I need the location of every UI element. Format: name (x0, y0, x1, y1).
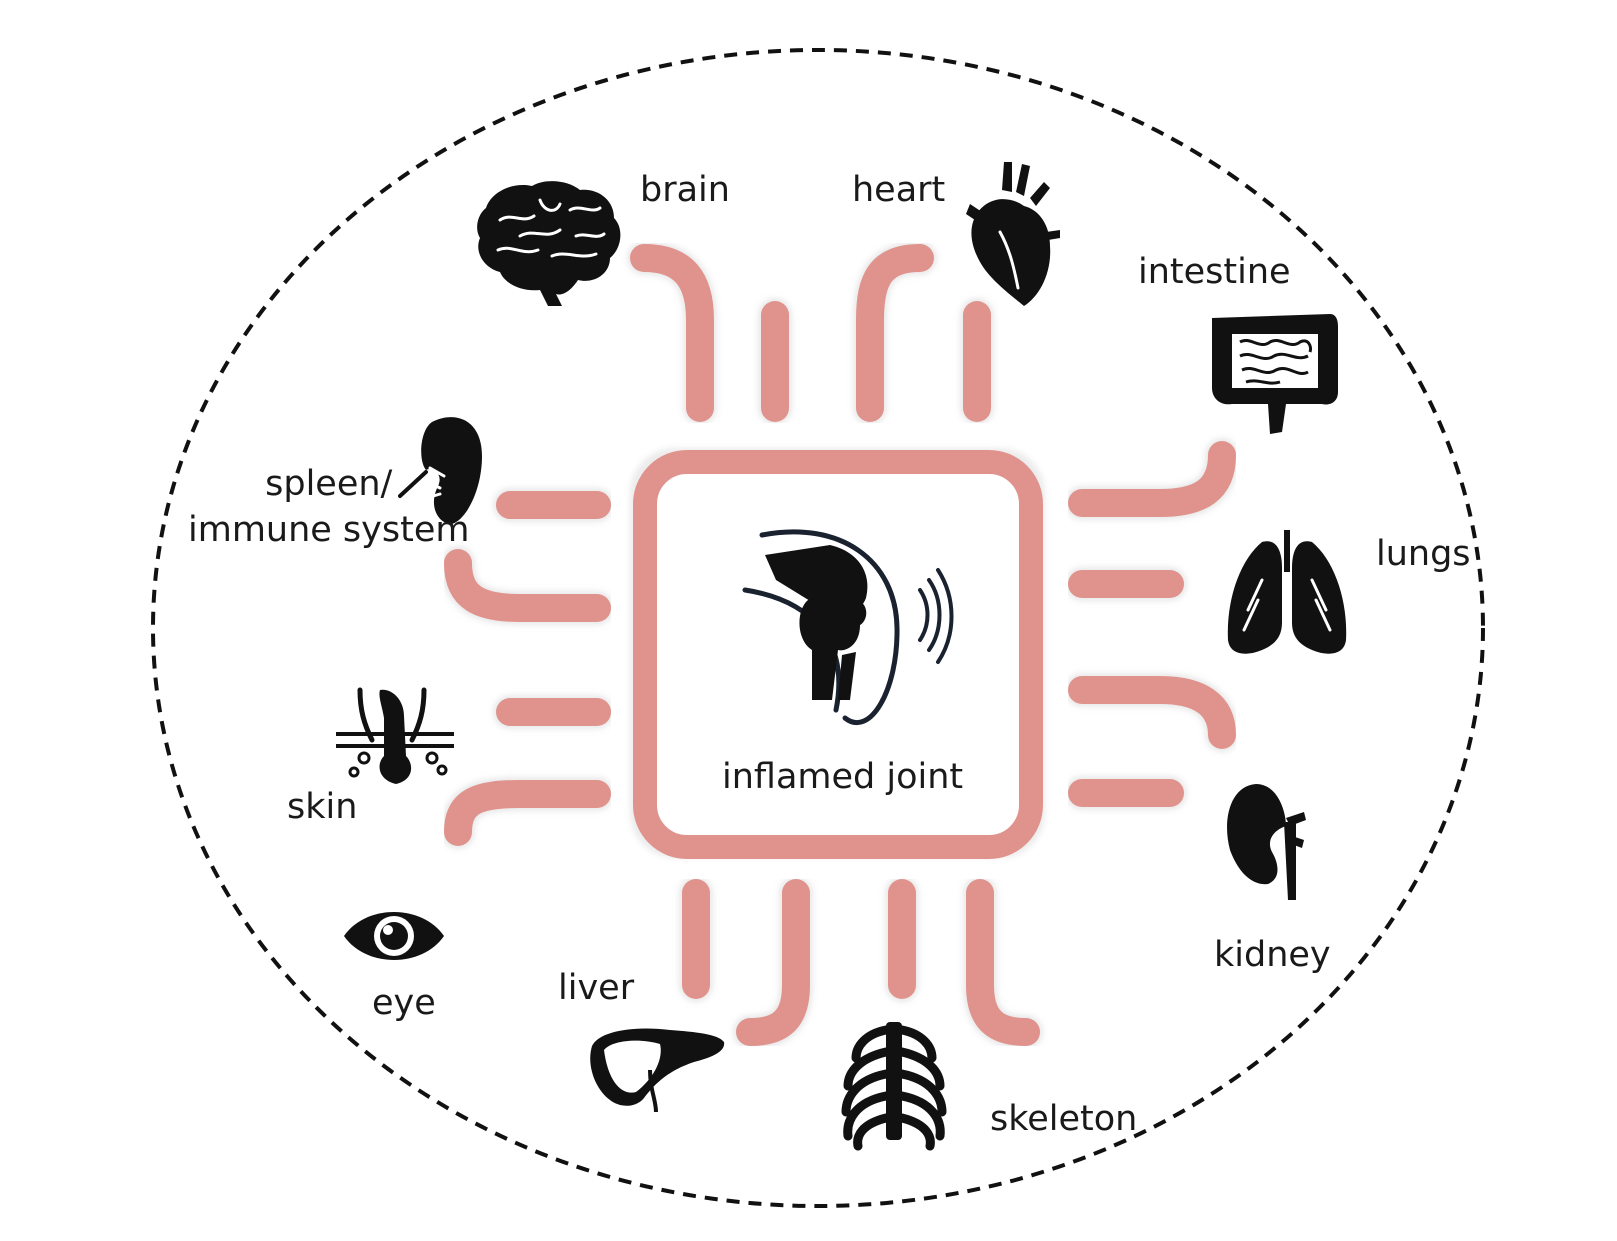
connector-left-4 (444, 780, 611, 846)
lungs-label: lungs (1376, 534, 1471, 574)
knee-joint-icon (742, 529, 954, 726)
connector-pins (441, 241, 1239, 1049)
skin-hair-icon (336, 687, 454, 784)
liver-label: liver (558, 968, 635, 1008)
liver-icon (590, 1028, 725, 1113)
connector-heart (856, 244, 934, 422)
inflamed-joint-label: inflamed joint (722, 757, 964, 797)
dashed-boundary-ellipse (151, 48, 1485, 1208)
brain-label: brain (640, 170, 730, 210)
intestine-icon (1212, 314, 1338, 434)
heart-label: heart (852, 170, 946, 210)
spleen-immune-system-label: spleen/ immune system (188, 464, 470, 550)
connector-bottom-4 (966, 879, 1040, 1046)
eye-label: eye (372, 983, 436, 1023)
skin-label: skin (287, 787, 358, 827)
brain-icon (477, 181, 621, 306)
ribcage-icon (841, 1022, 947, 1151)
connector-left-2 (444, 549, 611, 622)
spleen-icon (398, 417, 482, 524)
kidney-icon (1227, 784, 1306, 900)
lungs-icon (1227, 530, 1347, 654)
skeleton-label: skeleton (990, 1099, 1138, 1139)
heart-icon (966, 162, 1060, 306)
intestine-label: intestine (1138, 252, 1291, 292)
connector-right-3 (1068, 676, 1236, 749)
connector-intestine (1068, 441, 1236, 517)
connector-liver (736, 879, 810, 1046)
connector-brain (630, 244, 714, 422)
eye-icon (344, 912, 444, 960)
kidney-label: kidney (1214, 935, 1331, 975)
